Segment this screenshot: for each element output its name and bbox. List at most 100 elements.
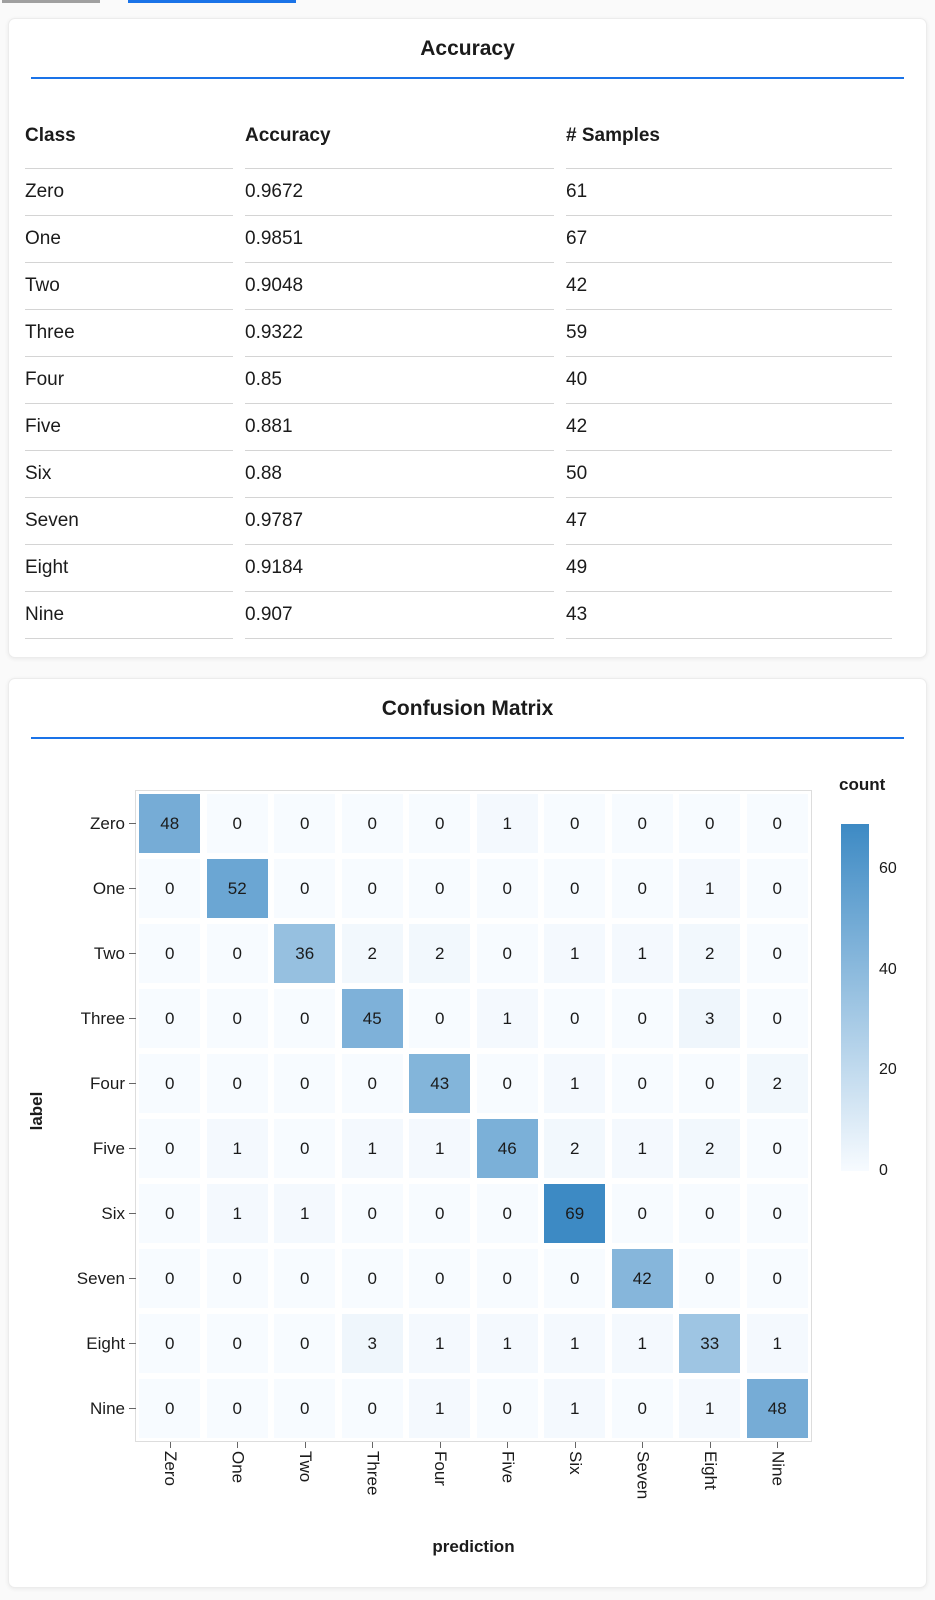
y-axis-tick-label: Seven	[76, 1269, 125, 1288]
heatmap-cell: 0	[139, 859, 201, 918]
title-underline	[31, 737, 904, 739]
heatmap-cell: 1	[679, 1379, 741, 1438]
y-axis-tick-label: Eight	[86, 1334, 125, 1353]
heatmap-cell: 2	[341, 924, 403, 983]
heatmap-cell: 0	[679, 794, 741, 853]
heatmap-cell: 0	[476, 1184, 538, 1243]
x-axis-tick	[304, 1442, 306, 1448]
accuracy-cell: 0.9048	[245, 263, 554, 310]
x-axis-tick-label: Two	[295, 1451, 315, 1483]
y-axis-tick	[129, 1343, 136, 1344]
y-axis-tick-label: One	[92, 879, 125, 898]
heatmap-cell: 48	[746, 1379, 808, 1438]
x-axis-tick	[169, 1442, 171, 1448]
x-axis-tick	[574, 1442, 576, 1448]
heatmap-cell: 0	[476, 924, 538, 983]
samples-cell: 67	[566, 216, 892, 263]
heatmap-cell: 0	[206, 1054, 268, 1113]
accuracy-cell: 0.907	[245, 592, 554, 639]
heatmap-cell: 52	[206, 859, 268, 918]
x-axis-tick-label: One	[228, 1451, 248, 1484]
heatmap-cell: 0	[476, 1379, 538, 1438]
y-axis-tick	[129, 1083, 136, 1084]
heatmap-cell: 0	[139, 1314, 201, 1373]
x-axis-tick-label: Three	[363, 1451, 383, 1496]
heatmap-cell: 0	[746, 989, 808, 1048]
samples-cell: 50	[566, 451, 892, 498]
column-header: Accuracy	[245, 103, 554, 169]
samples-cell: 47	[566, 498, 892, 545]
legend-tick-label: 20	[879, 1061, 897, 1079]
heatmap-cell: 2	[679, 924, 741, 983]
heatmap-cell: 0	[274, 1379, 336, 1438]
class-cell: Zero	[25, 169, 233, 216]
heatmap-cell: 2	[679, 1119, 741, 1178]
heatmap-cell: 33	[679, 1314, 741, 1373]
heatmap-cell: 0	[341, 1184, 403, 1243]
heatmap-cell: 0	[476, 1249, 538, 1308]
samples-cell: 59	[566, 310, 892, 357]
heatmap-cell: 0	[341, 859, 403, 918]
heatmap-cell: 0	[139, 924, 201, 983]
class-cell: One	[25, 216, 233, 263]
samples-cell: 43	[566, 592, 892, 639]
heatmap-cell: 0	[679, 1249, 741, 1308]
heatmap-cell: 0	[139, 1119, 201, 1178]
heatmap-cell: 0	[611, 989, 673, 1048]
accuracy-cell: 0.9322	[245, 310, 554, 357]
confusion-card-title: Confusion Matrix	[381, 697, 554, 720]
x-axis-tick-label: Seven	[633, 1451, 653, 1500]
heatmap-cell: 0	[746, 924, 808, 983]
x-axis-tick-label: Zero	[160, 1451, 180, 1486]
class-cell: Five	[25, 404, 233, 451]
heatmap-cell: 0	[341, 794, 403, 853]
heatmap-cell: 0	[206, 1249, 268, 1308]
y-axis-tick-label: Zero	[90, 814, 125, 833]
heatmap-cell: 0	[611, 1184, 673, 1243]
heatmap-cell: 0	[544, 859, 606, 918]
heatmap-cell: 0	[206, 924, 268, 983]
heatmap-cell: 1	[206, 1119, 268, 1178]
heatmap-cell: 1	[409, 1119, 471, 1178]
heatmap-cell: 0	[206, 1314, 268, 1373]
y-axis-tick	[129, 888, 136, 889]
x-axis-tick	[372, 1442, 373, 1448]
heatmap-cell: 1	[476, 1314, 538, 1373]
accuracy-cell: 0.88	[245, 451, 554, 498]
heatmap-cell: 48	[139, 794, 201, 853]
heatmap-cell: 0	[206, 794, 268, 853]
x-axis-tick	[777, 1442, 778, 1448]
heatmap-cell: 0	[746, 794, 808, 853]
heatmap-cell: 0	[476, 859, 538, 918]
class-cell: Nine	[25, 592, 233, 639]
tab-underline-gray	[2, 0, 100, 3]
heatmap-cell: 1	[679, 859, 741, 918]
legend-gradient-bar	[841, 824, 869, 1171]
samples-cell: 61	[566, 169, 892, 216]
legend-tick-label: 0	[879, 1162, 888, 1179]
heatmap-cell: 43	[409, 1054, 471, 1113]
heatmap-cell: 0	[274, 1119, 336, 1178]
heatmap-cell: 1	[611, 924, 673, 983]
heatmap-cell: 0	[274, 794, 336, 853]
heatmap-cell: 0	[746, 1119, 808, 1178]
heatmap-cell: 0	[206, 1379, 268, 1438]
heatmap-cell: 2	[544, 1119, 606, 1178]
heatmap-cell: 0	[409, 859, 471, 918]
column-header: Class	[25, 103, 233, 169]
y-axis-tick	[129, 953, 136, 954]
x-axis-tick	[439, 1442, 441, 1448]
heatmap-cell: 0	[274, 1249, 336, 1308]
heatmap-cell: 0	[341, 1379, 403, 1438]
heatmap-cell: 1	[544, 924, 606, 983]
y-axis-tick-label: Nine	[90, 1399, 125, 1418]
accuracy-card-title: Accuracy	[420, 37, 515, 60]
x-axis-tick	[642, 1442, 643, 1448]
heatmap-cell: 2	[409, 924, 471, 983]
heatmap-cell: 0	[679, 1184, 741, 1243]
y-axis-tick-label: Six	[101, 1204, 125, 1223]
heatmap-cell: 69	[544, 1184, 606, 1243]
class-cell: Eight	[25, 545, 233, 592]
heatmap-cell: 0	[746, 1249, 808, 1308]
heatmap-cell: 45	[341, 989, 403, 1048]
